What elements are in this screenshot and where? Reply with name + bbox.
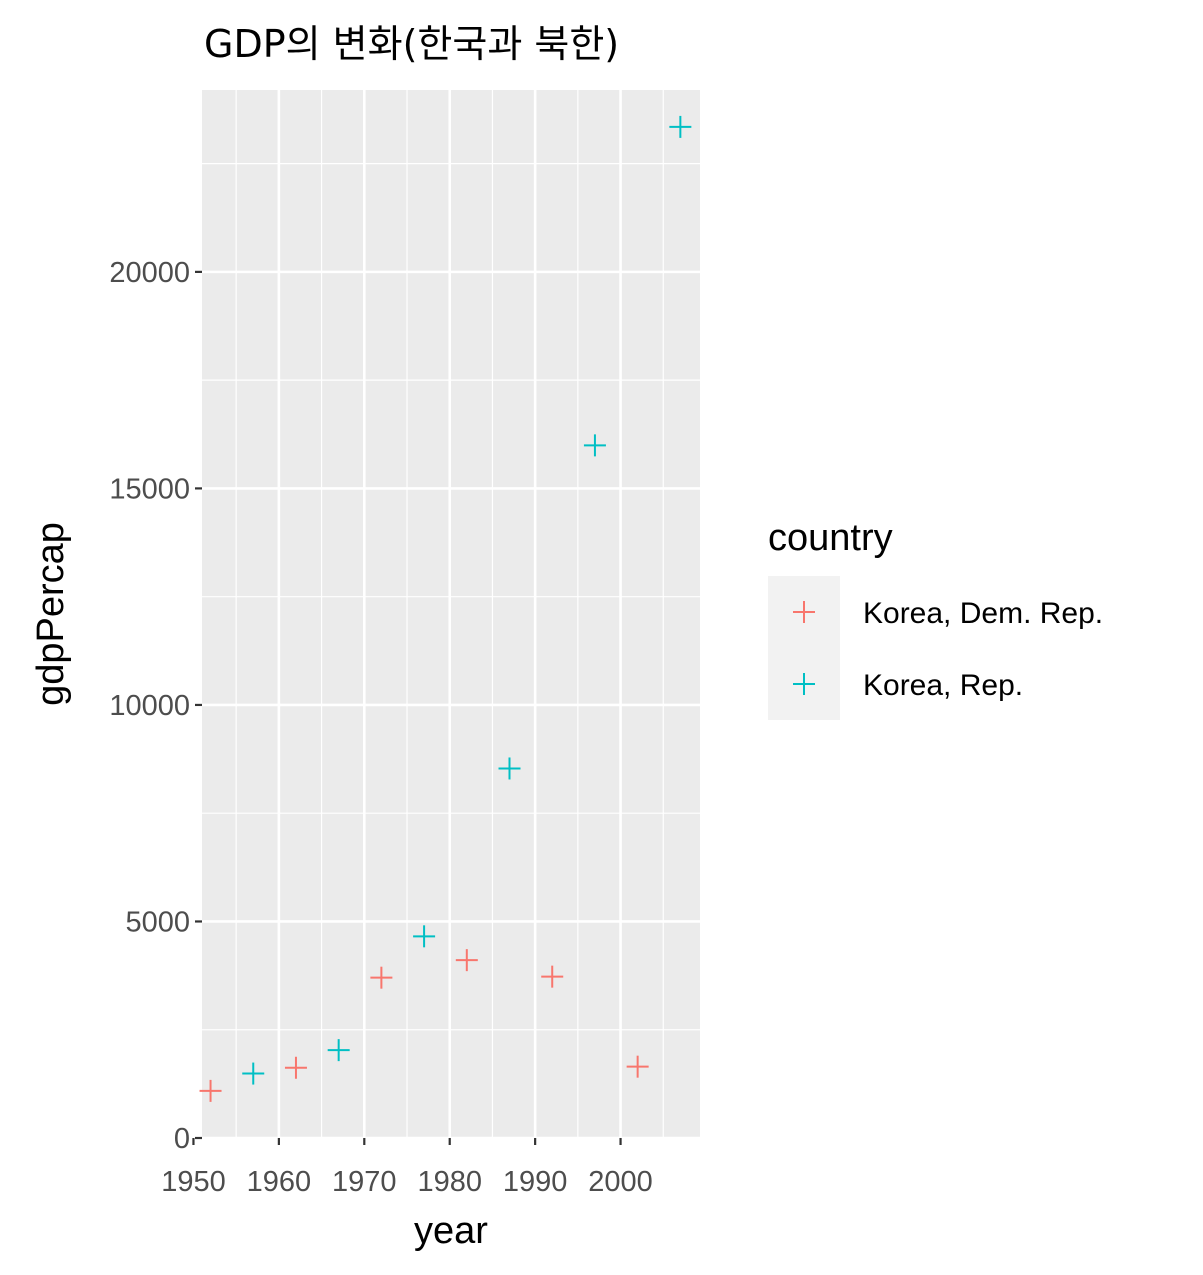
data-point-series-0 <box>284 1056 307 1079</box>
legend: country Korea, Dem. Rep. Korea, Rep. <box>768 517 1103 720</box>
data-point-series-0 <box>370 966 393 989</box>
legend-label-1: Korea, Rep. <box>863 669 1023 702</box>
data-point-series-1 <box>413 925 436 948</box>
legend-label-0: Korea, Dem. Rep. <box>863 597 1103 630</box>
data-point-series-1 <box>498 757 521 780</box>
x-tick-label: 1990 <box>503 1166 568 1198</box>
x-tick-label: 1950 <box>161 1166 226 1198</box>
x-tick-label: 1970 <box>332 1166 397 1198</box>
data-point-series-0 <box>455 949 478 972</box>
y-tick-label: 0 <box>174 1123 190 1155</box>
data-point-series-0 <box>199 1079 222 1102</box>
y-tick-label: 15000 <box>109 473 190 505</box>
x-tick-label: 1960 <box>247 1166 312 1198</box>
data-point-series-1 <box>242 1062 265 1085</box>
legend-title: country <box>768 517 893 559</box>
y-tick-label: 20000 <box>109 257 190 289</box>
legend-key-0 <box>793 601 815 623</box>
data-points <box>199 115 692 1102</box>
y-tick-label: 10000 <box>109 690 190 722</box>
x-axis-title: year <box>414 1210 488 1252</box>
legend-key-background <box>768 576 840 720</box>
data-point-series-1 <box>583 434 606 457</box>
data-point-series-0 <box>541 965 564 988</box>
data-point-series-1 <box>669 115 692 138</box>
x-tick-label: 1980 <box>417 1166 482 1198</box>
y-tick-label: 5000 <box>125 906 190 938</box>
data-point-series-1 <box>327 1039 350 1062</box>
grid-major <box>192 90 700 1140</box>
x-axis: 1950 1960 1970 1980 1990 2000 <box>161 1138 653 1198</box>
x-tick-label: 2000 <box>588 1166 653 1198</box>
legend-key-1 <box>793 673 815 695</box>
y-axis-title: gdpPercap <box>30 522 72 706</box>
y-axis: 0 5000 10000 15000 20000 <box>109 257 202 1155</box>
chart-title: GDP의 변화(한국과 북한) <box>204 22 619 66</box>
data-point-series-0 <box>626 1055 649 1078</box>
